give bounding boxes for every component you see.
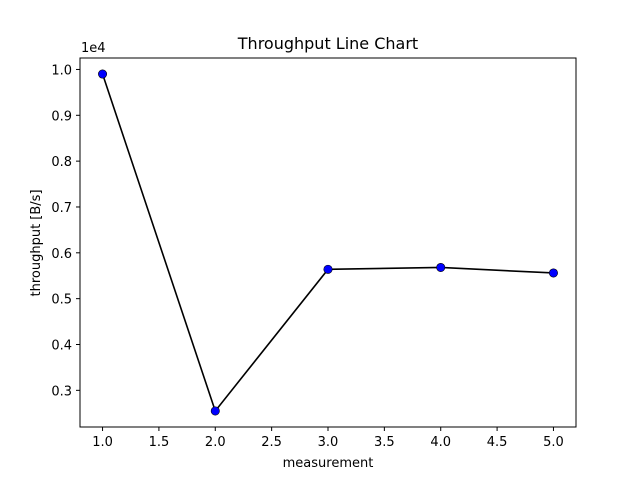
x-tick-label: 2.0 — [205, 435, 226, 450]
y-tick-label: 0.8 — [51, 155, 72, 170]
x-tick-label: 1.5 — [149, 435, 170, 450]
data-point — [323, 264, 333, 274]
plot-area: 1.0 1.5 2.0 2.5 3.0 3.5 4.0 4.5 5.0 0.3 0.4 0.5 0.6 0… — [51, 57, 577, 450]
data-point — [210, 406, 220, 416]
y-tick-label: 0.3 — [51, 384, 72, 399]
data-point — [98, 69, 108, 79]
data-point — [436, 262, 446, 272]
axes-frame — [79, 57, 577, 428]
y-tick-label: 0.6 — [51, 247, 72, 262]
y-tick-label: 0.7 — [51, 201, 72, 216]
chart-title: Throughput Line Chart — [237, 34, 418, 53]
x-tick-label: 4.0 — [430, 435, 451, 450]
y-tick-label: 0.4 — [51, 338, 72, 353]
x-tick-label: 1.0 — [92, 435, 113, 450]
y-tick-label: 0.5 — [51, 293, 72, 308]
x-tick-label: 4.5 — [487, 435, 508, 450]
x-tick-label: 3.5 — [374, 435, 395, 450]
x-tick-label: 5.0 — [543, 435, 564, 450]
data-point — [548, 268, 558, 278]
y-tick-label: 1.0 — [51, 63, 72, 78]
x-axis-label: measurement — [283, 456, 374, 471]
series-line — [101, 73, 554, 413]
y-offset-label: 1e4 — [81, 41, 106, 56]
y-tick-label: 0.9 — [51, 109, 72, 124]
x-tick-label: 3.0 — [318, 435, 339, 450]
x-tick-label: 2.5 — [261, 435, 282, 450]
y-axis-label: throughput [B/s] — [29, 189, 44, 296]
